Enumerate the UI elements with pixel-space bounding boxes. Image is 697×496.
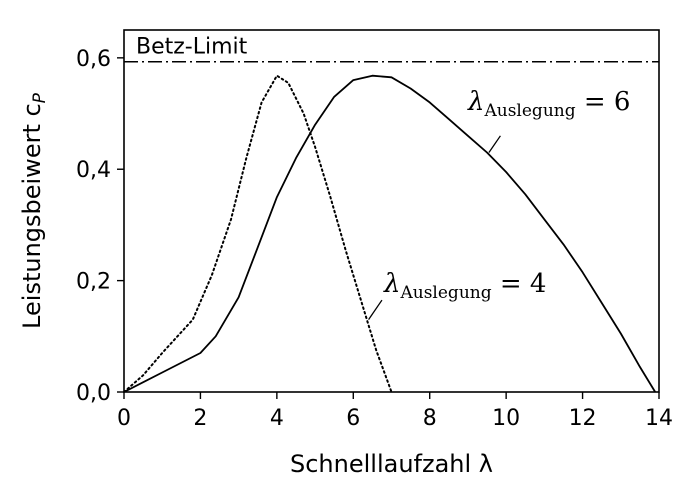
x-tick-label: 14 — [645, 406, 673, 431]
annotation-lambda-4: λAuslegung = 4 — [383, 269, 546, 303]
series-line-0 — [123, 74, 656, 393]
annotation-lambda-6-symbol: λ — [467, 87, 484, 117]
annotation-lambda-4-leader — [368, 299, 383, 320]
plot-frame — [123, 29, 660, 393]
betz-limit-label: Betz-Limit — [136, 35, 248, 60]
y-tick-label: 0,4 — [76, 158, 111, 183]
x-tick-label: 6 — [346, 406, 360, 431]
y-tick-label: 0,0 — [76, 381, 111, 406]
plot-area — [123, 60, 659, 393]
annotation-lambda-6-leader — [488, 135, 501, 153]
x-axis: 0 2 4 6 8 10 12 14 — [117, 392, 673, 431]
series-line-1 — [123, 74, 393, 393]
annotation-lambda-4-value: = 4 — [492, 269, 547, 299]
annotation-lambda-6-subscript: Auslegung — [483, 101, 575, 121]
y-axis-title: Leistungsbeiwert cP — [18, 92, 50, 329]
annotation-lambda-6-value: = 6 — [576, 87, 631, 117]
x-tick-label: 8 — [423, 406, 437, 431]
y-axis: 0,0 0,2 0,4 0,6 — [76, 47, 124, 406]
x-tick-label: 0 — [117, 406, 131, 431]
y-tick-label: 0,2 — [76, 270, 111, 295]
x-tick-label: 12 — [569, 406, 597, 431]
annotation-lambda-4-symbol: λ — [383, 269, 400, 299]
annotation-lambda-4-subscript: Auslegung — [399, 283, 491, 303]
x-tick-label: 2 — [193, 406, 207, 431]
y-axis-title-subscript: P — [30, 92, 50, 103]
y-axis-title-main: Leistungsbeiwert c — [18, 103, 46, 329]
x-tick-label: 4 — [270, 406, 284, 431]
annotation-lambda-6: λAuslegung = 6 — [467, 87, 630, 121]
x-tick-label: 10 — [492, 406, 520, 431]
y-tick-label: 0,6 — [76, 47, 111, 72]
x-axis-title: Schnelllaufzahl λ — [290, 450, 493, 478]
